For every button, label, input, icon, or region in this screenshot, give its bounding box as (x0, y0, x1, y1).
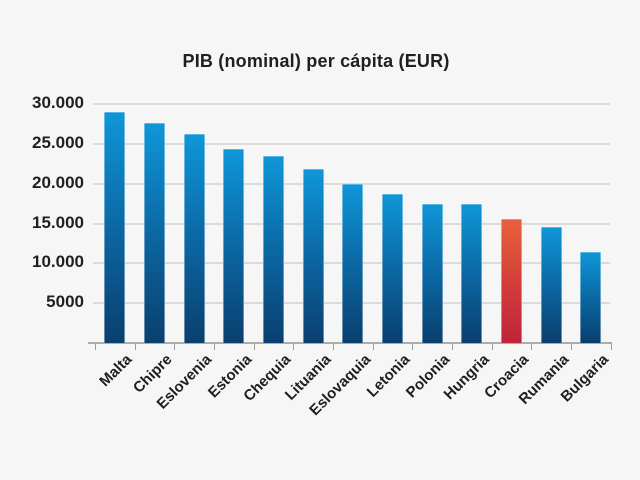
x-axis-tick (570, 344, 572, 350)
bar-chipre (143, 123, 165, 343)
y-axis-tick-label: 25.000 (32, 133, 84, 153)
x-axis-tick (491, 344, 493, 350)
y-axis-tick-label: 20.000 (32, 172, 84, 192)
y-axis-tick-label: 15.000 (32, 212, 84, 232)
x-axis-tick (293, 344, 295, 350)
y-axis-tick-label: 10.000 (32, 252, 84, 272)
y-axis-tick-label: 5000 (46, 292, 84, 312)
gridline (93, 182, 610, 185)
x-axis-tick (332, 344, 334, 350)
bar-eslovaquia (342, 184, 364, 343)
x-axis-tick (412, 344, 414, 350)
x-axis-tick (610, 344, 612, 350)
bar-eslovenia (183, 134, 205, 343)
bar-estonia (223, 149, 245, 343)
x-axis-tick (174, 344, 176, 350)
bar-lituania (302, 169, 324, 343)
y-axis-tick-label: 30.000 (32, 93, 84, 113)
x-axis-tick (134, 344, 136, 350)
bar-malta (104, 111, 126, 343)
x-axis-tick (253, 344, 255, 350)
x-axis-tick (451, 344, 453, 350)
bar-rumania (540, 226, 562, 343)
x-axis-tick (372, 344, 374, 350)
gridline (93, 142, 610, 145)
bar-letonia (381, 194, 403, 343)
x-axis-tick (213, 344, 215, 350)
bar-polonia (421, 204, 443, 343)
x-axis-tick (531, 344, 533, 350)
bar-croacia (500, 218, 522, 343)
x-axis-tick (95, 344, 96, 350)
bar-chequia (262, 155, 284, 343)
bar-bulgaria (580, 252, 602, 343)
x-axis-line (88, 342, 612, 344)
bar-hungria (461, 204, 483, 343)
gridline (93, 103, 610, 105)
chart-title: PIB (nominal) per cápita (EUR) (182, 51, 450, 71)
